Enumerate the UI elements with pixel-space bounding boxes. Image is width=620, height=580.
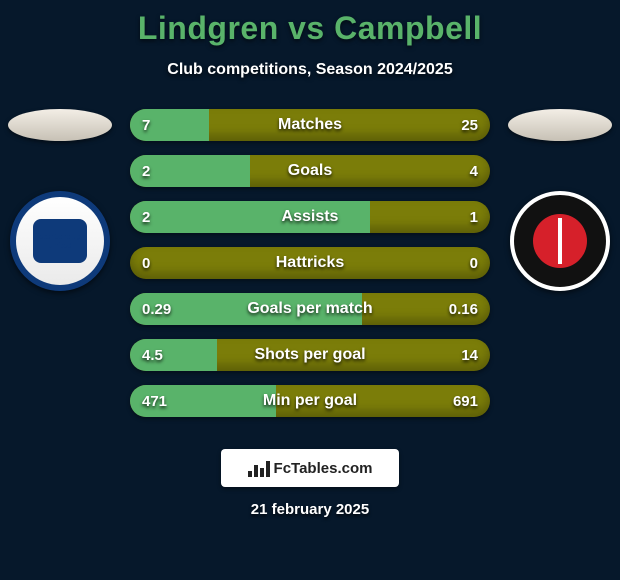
left-player-column: Peterborough United	[0, 109, 120, 291]
stat-right-value: 691	[453, 385, 478, 417]
stat-bar: Goals2 4	[130, 155, 490, 187]
stat-left-value: 2	[142, 201, 150, 233]
left-club-name: Peterborough United	[22, 232, 98, 250]
stat-bars: Matches725Goals24Assists21Hattricks00Goa…	[130, 109, 490, 431]
stat-left-value: 0	[142, 247, 150, 279]
stat-label: Goals	[130, 155, 490, 187]
stat-bar: Matches7 25	[130, 109, 490, 141]
snapshot-date: 21 february 2025	[0, 501, 620, 518]
stat-right-value: 0.16	[449, 293, 478, 325]
stat-right-value: 4	[470, 155, 478, 187]
right-player-photo	[508, 109, 612, 141]
page-subtitle: Club competitions, Season 2024/2025	[0, 61, 620, 79]
stat-left-value: 7	[142, 109, 150, 141]
stat-label: Assists	[130, 201, 490, 233]
stat-left-value: 0.29	[142, 293, 171, 325]
stat-label: Matches	[130, 109, 490, 141]
left-club-crest: Peterborough United	[10, 191, 110, 291]
left-player-photo	[8, 109, 112, 141]
stat-label: Shots per goal	[130, 339, 490, 371]
stat-label: Hattricks	[130, 247, 490, 279]
stat-right-value: 14	[461, 339, 478, 371]
stat-right-value: 25	[461, 109, 478, 141]
comparison-panel: Peterborough United Charlton Athletic Ma…	[0, 109, 620, 439]
brand-text: FcTables.com	[274, 460, 373, 477]
right-player-column: Charlton Athletic	[500, 109, 620, 291]
stat-bar: Min per goal471 691	[130, 385, 490, 417]
stat-bar: Goals per match0.29 0.16	[130, 293, 490, 325]
stat-label: Goals per match	[130, 293, 490, 325]
stat-left-value: 4.5	[142, 339, 163, 371]
brand-badge: FcTables.com	[221, 449, 399, 487]
stat-bar: Assists2 1	[130, 201, 490, 233]
right-club-crest: Charlton Athletic	[510, 191, 610, 291]
stat-left-value: 2	[142, 155, 150, 187]
stat-bar: Shots per goal4.5 14	[130, 339, 490, 371]
stat-left-value: 471	[142, 385, 167, 417]
stat-right-value: 0	[470, 247, 478, 279]
bar-chart-icon	[248, 459, 270, 477]
stat-right-value: 1	[470, 201, 478, 233]
page-title: Lindgren vs Campbell	[0, 0, 620, 47]
stat-label: Min per goal	[130, 385, 490, 417]
stat-bar: Hattricks0 0	[130, 247, 490, 279]
